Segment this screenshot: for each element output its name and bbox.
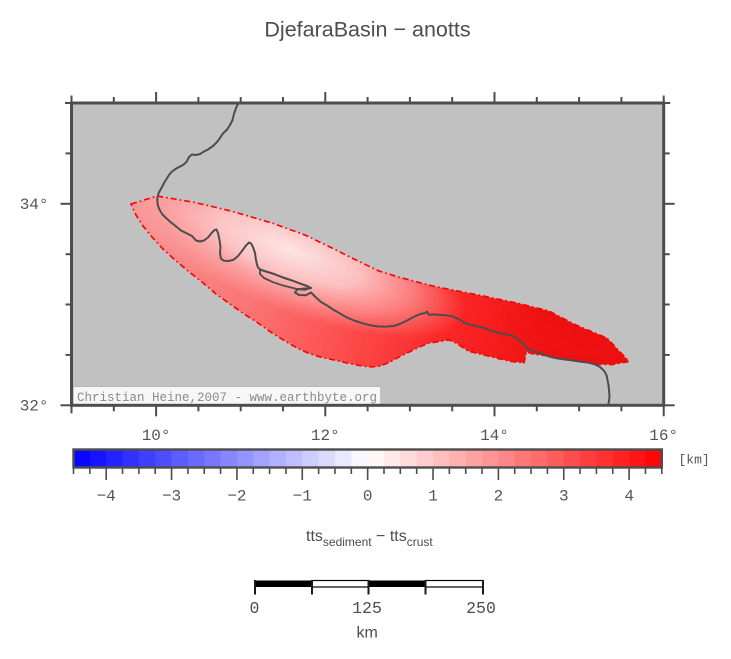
svg-text:3: 3 <box>559 488 569 506</box>
svg-text:2: 2 <box>494 488 504 506</box>
svg-text:12°: 12° <box>311 427 340 445</box>
svg-text:−1: −1 <box>293 488 312 506</box>
svg-text:4: 4 <box>624 488 634 506</box>
svg-text:1: 1 <box>428 488 438 506</box>
svg-text:km: km <box>357 625 378 642</box>
svg-text:32°: 32° <box>20 398 49 416</box>
svg-text:−2: −2 <box>227 488 246 506</box>
svg-text:−3: −3 <box>162 488 181 506</box>
svg-text:0: 0 <box>363 488 373 506</box>
svg-text:Christian Heine,2007 - www.ear: Christian Heine,2007 - www.earthbyte.org <box>77 391 377 405</box>
svg-text:16°: 16° <box>649 427 678 445</box>
svg-text:DjefaraBasin − anotts: DjefaraBasin − anotts <box>264 18 470 42</box>
svg-text:250: 250 <box>466 599 496 618</box>
svg-text:−4: −4 <box>97 488 116 506</box>
svg-text:34°: 34° <box>20 196 49 214</box>
svg-text:125: 125 <box>352 599 382 618</box>
svg-text:[km]: [km] <box>679 453 710 468</box>
svg-text:14°: 14° <box>480 427 509 445</box>
svg-text:10°: 10° <box>142 427 171 445</box>
svg-text:0: 0 <box>250 599 260 618</box>
